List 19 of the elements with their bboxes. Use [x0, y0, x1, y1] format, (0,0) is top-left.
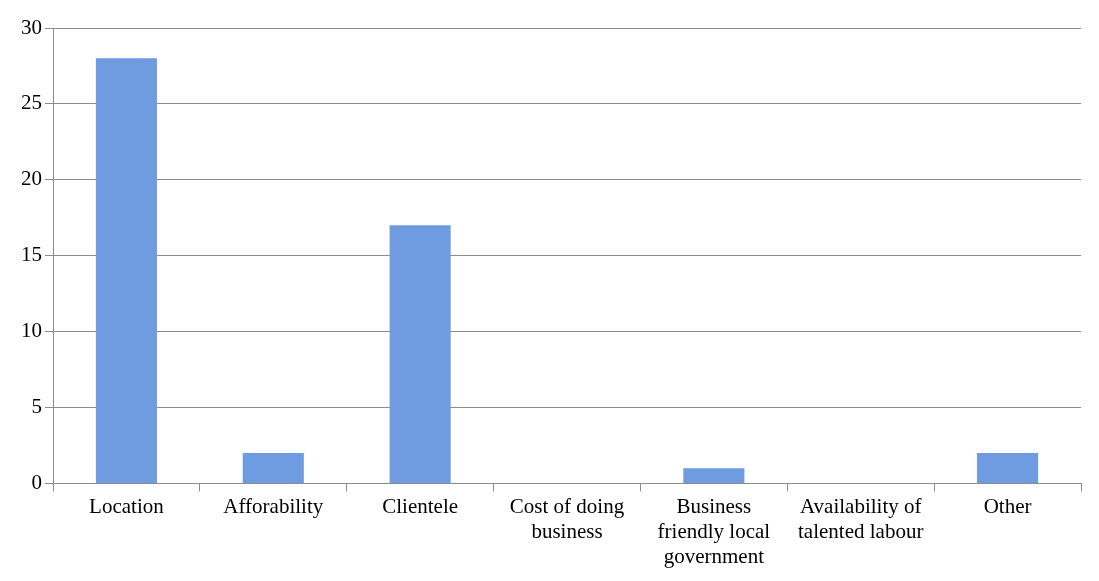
y-tick-label: 0 — [31, 469, 42, 494]
y-tick-label: 15 — [21, 242, 42, 267]
y-tick-label: 10 — [21, 318, 42, 343]
bar — [389, 225, 451, 483]
x-tick-label: Cost of doing business — [509, 493, 625, 543]
y-tick-label: 25 — [21, 90, 42, 115]
bar — [683, 468, 745, 483]
bar — [95, 58, 157, 483]
x-tick-label: Clientele — [382, 493, 459, 518]
x-tick-label: Afforability — [223, 493, 324, 518]
x-tick-label: Availability of talented labour — [798, 493, 924, 543]
y-tick-label: 5 — [31, 394, 42, 419]
bar — [977, 453, 1039, 483]
x-tick-label: Business friendly local government — [657, 493, 771, 568]
bar — [242, 453, 304, 483]
x-tick-label: Other — [983, 493, 1032, 518]
x-tick-label: Location — [89, 493, 165, 518]
y-tick-label: 20 — [21, 166, 42, 191]
y-tick-label: 30 — [21, 14, 42, 39]
